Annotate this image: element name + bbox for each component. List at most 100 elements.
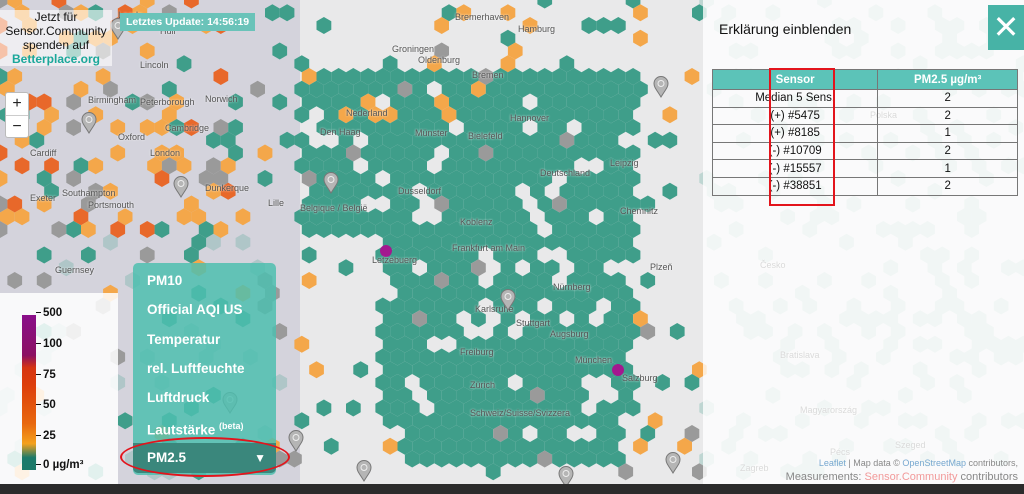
sensor-hexagon[interactable] [419,425,435,442]
sensor-hexagon[interactable] [530,182,545,200]
sensor-hexagon[interactable] [588,182,604,200]
sensor-hexagon[interactable] [552,68,567,85]
sensor-hexagon[interactable] [316,68,332,85]
sensor-hexagon[interactable] [633,437,648,455]
sensor-hexagon[interactable] [73,208,89,226]
sensor-hexagon[interactable] [552,323,567,340]
sensor-hexagon[interactable] [507,348,523,366]
sensor-hexagon[interactable] [309,80,324,98]
sensor-hexagon[interactable] [603,233,619,251]
sensor-hexagon[interactable] [301,246,317,264]
sensor-hexagon[interactable] [390,348,405,366]
sensor-hexagon[interactable] [110,119,126,136]
sensor-hexagon[interactable] [184,0,199,9]
sensor-hexagon[interactable] [596,170,611,187]
menu-item-temperatur[interactable]: Temperatur [147,331,221,347]
sensor-hexagon[interactable] [588,106,604,124]
sensor-hexagon[interactable] [441,80,457,98]
sensor-hexagon[interactable] [456,335,472,353]
betterplace-link[interactable]: Betterplace.org [11,52,101,66]
sensor-hexagon[interactable] [449,297,464,315]
sensor-hexagon[interactable] [463,246,479,264]
sensor-hexagon[interactable] [544,106,560,124]
sensor-hexagon[interactable] [507,42,523,60]
sensor-hexagon[interactable] [419,374,435,391]
sensor-hexagon[interactable] [588,233,604,251]
sensor-hexagon[interactable] [515,437,530,455]
sensor-hexagon[interactable] [552,144,567,162]
sensor-hexagon[interactable] [397,386,413,404]
sensor-hexagon[interactable] [559,182,575,200]
sensor-hexagon[interactable] [530,284,545,302]
sensor-hexagon[interactable] [419,68,435,85]
sensor-hexagon[interactable] [154,119,170,136]
sensor-hexagon[interactable] [515,157,530,175]
sensor-hexagon[interactable] [515,361,530,379]
sensor-hexagon[interactable] [397,106,413,124]
sensor-hexagon[interactable] [390,323,405,340]
sensor-hexagon[interactable] [272,93,288,111]
sensor-hexagon[interactable] [353,80,369,98]
sensor-hexagon[interactable] [456,80,472,98]
sensor-hexagon[interactable] [7,195,23,213]
sensor-hexagon[interactable] [375,297,391,315]
sensor-hexagon[interactable] [478,425,494,442]
sensor-hexagon[interactable] [449,246,464,264]
sensor-hexagon[interactable] [441,182,457,200]
sensor-hexagon[interactable] [530,233,545,251]
sensor-hexagon[interactable] [449,68,464,85]
sensor-hexagon[interactable] [633,80,648,98]
sensor-hexagon[interactable] [559,386,575,404]
sensor-hexagon[interactable] [206,131,221,149]
sensor-hexagon[interactable] [382,335,398,353]
sensor-hexagon[interactable] [404,450,420,468]
sensor-hexagon[interactable] [397,361,413,379]
sensor-hexagon[interactable] [544,284,560,302]
sensor-hexagon[interactable] [0,208,15,226]
sensor-hexagon[interactable] [331,221,346,238]
sensor-hexagon[interactable] [412,310,427,328]
sensor-hexagon[interactable] [522,68,538,85]
sensor-hexagon[interactable] [677,437,692,455]
sensor-hexagon[interactable] [404,323,420,340]
sensor-hexagon[interactable] [581,195,597,213]
sensor-hexagon[interactable] [117,208,133,226]
sensor-hexagon[interactable] [404,246,420,264]
sensor-hexagon[interactable] [103,80,118,98]
sensor-hexagon[interactable] [625,93,641,111]
sensor-hexagon[interactable] [611,221,626,238]
map-marker-icon[interactable] [288,430,304,452]
sensor-hexagon[interactable] [530,412,545,430]
sensor-hexagon[interactable] [110,144,126,162]
sensor-hexagon[interactable] [154,170,170,187]
sensor-hexagon[interactable] [51,0,67,9]
sensor-hexagon[interactable] [176,55,192,73]
sensor-hexagon[interactable] [427,259,442,277]
sensor-hexagon[interactable] [412,106,427,124]
sensor-hexagon[interactable] [596,68,611,85]
sensor-hexagon[interactable] [265,4,280,22]
sensor-hexagon[interactable] [493,221,508,238]
sensor-hexagon[interactable] [331,144,346,162]
osm-link[interactable]: OpenStreetMap [902,458,966,468]
sensor-hexagon[interactable] [125,93,140,111]
sensor-hexagon[interactable] [537,0,553,9]
sensor-hexagon[interactable] [507,221,523,238]
sensor-hexagon[interactable] [581,119,597,136]
sensor-hexagon[interactable] [522,221,538,238]
sensor-hexagon[interactable] [456,106,472,124]
sensor-hexagon[interactable] [544,437,560,455]
sensor-hexagon[interactable] [596,195,611,213]
sensor-hexagon[interactable] [611,425,626,442]
sensor-hexagon[interactable] [618,157,634,175]
sensor-hexagon[interactable] [574,412,589,430]
sensor-hexagon[interactable] [419,221,435,238]
sensor-hexagon[interactable] [449,399,464,417]
sensor-hexagon[interactable] [390,119,405,136]
sensor-hexagon[interactable] [404,272,420,289]
sensor-hexagon[interactable] [353,106,369,124]
sensor-hexagon[interactable] [478,68,494,85]
sensor-hexagon[interactable] [338,80,354,98]
sensor-hexagon[interactable] [588,131,604,149]
sensor-hexagon[interactable] [559,335,575,353]
